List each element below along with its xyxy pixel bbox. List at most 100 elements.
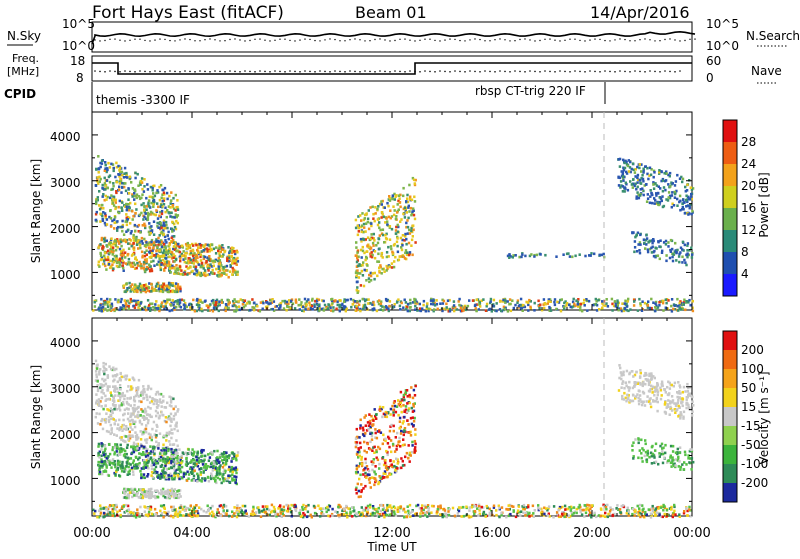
power-point (102, 193, 104, 196)
velocity-point (384, 438, 386, 441)
power-point (299, 308, 301, 311)
velocity-point (369, 441, 371, 444)
power-point (627, 189, 629, 192)
nsearch-point (239, 39, 240, 40)
power-point (120, 298, 122, 301)
power-point (392, 205, 394, 208)
power-point (400, 237, 402, 240)
power-point (555, 308, 557, 311)
power-point (413, 196, 415, 199)
velocity-point (151, 459, 153, 462)
power-point (199, 299, 201, 302)
power-point (158, 288, 160, 291)
nsearch-point (579, 40, 580, 41)
power-point (407, 217, 409, 220)
velocity-point (99, 387, 101, 390)
power-point (101, 239, 103, 242)
power-point (235, 306, 237, 309)
power-point (344, 306, 346, 309)
power-point (174, 285, 176, 288)
power-point (176, 206, 178, 209)
power-point (141, 240, 143, 243)
velocity-point (137, 437, 139, 440)
velocity-point (133, 399, 135, 402)
power-point (147, 218, 149, 221)
power-point (579, 309, 581, 312)
power-point (112, 246, 114, 249)
velocity-point (371, 476, 373, 479)
power-point (384, 234, 386, 237)
velocity-point (170, 460, 172, 463)
velocity-point (175, 425, 177, 428)
power-point (382, 213, 384, 216)
power-point (386, 202, 388, 205)
power-point (160, 290, 162, 293)
power-point (113, 170, 115, 173)
power-point (143, 206, 145, 209)
power-point (221, 301, 223, 304)
velocity-point (122, 401, 124, 404)
velocity-point (156, 471, 158, 474)
power-point (681, 208, 683, 211)
power-point (508, 256, 510, 259)
power-point (193, 273, 195, 276)
power-point (550, 309, 552, 312)
power-point (621, 302, 623, 305)
power-point (622, 173, 624, 176)
velocity-point (134, 415, 136, 418)
power-point (362, 274, 364, 277)
velocity-point (392, 409, 394, 412)
power-point (121, 186, 123, 189)
power-point (166, 216, 168, 219)
power-point (198, 304, 200, 307)
power-point (233, 250, 235, 253)
nsearch-point (99, 40, 100, 41)
power-point (629, 180, 631, 183)
power-point (187, 242, 189, 245)
velocity-point (151, 464, 153, 467)
velocity-point (390, 408, 392, 411)
power-point (405, 222, 407, 225)
velocity-point (125, 465, 127, 468)
power-point (679, 306, 681, 309)
power-point (276, 305, 278, 308)
power-point (647, 251, 649, 254)
velocity-point (110, 428, 112, 431)
power-point (104, 182, 106, 185)
power-point (278, 307, 280, 310)
velocity-point (114, 446, 116, 449)
power-point (405, 243, 407, 246)
nave-point (169, 70, 171, 72)
velocity-point (390, 451, 392, 454)
power-point (232, 269, 234, 272)
velocity-point (111, 431, 113, 434)
velocity-point (139, 421, 141, 424)
nave-point (484, 70, 486, 72)
velocity-point (230, 460, 232, 463)
velocity-point (173, 458, 175, 461)
power-point (632, 186, 634, 189)
velocity-point (360, 419, 362, 422)
power-point (107, 259, 109, 262)
power-point (329, 306, 331, 309)
velocity-point (387, 454, 389, 457)
velocity-point (210, 478, 212, 481)
power-point (647, 197, 649, 200)
power-point (654, 310, 656, 313)
power-point (124, 167, 126, 170)
velocity-point (110, 462, 112, 465)
power-point (641, 300, 643, 303)
power-point (688, 197, 690, 200)
nsearch-point (389, 40, 390, 41)
nsearch-point (339, 40, 340, 41)
velocity-point (196, 473, 198, 476)
power-point (161, 301, 163, 304)
power-point (316, 304, 318, 307)
power-point (650, 298, 652, 301)
velocity-point (127, 444, 129, 447)
power-point (646, 200, 648, 203)
power-point (534, 302, 536, 305)
power-point (365, 222, 367, 225)
power-point (127, 203, 129, 206)
power-point (674, 184, 676, 187)
